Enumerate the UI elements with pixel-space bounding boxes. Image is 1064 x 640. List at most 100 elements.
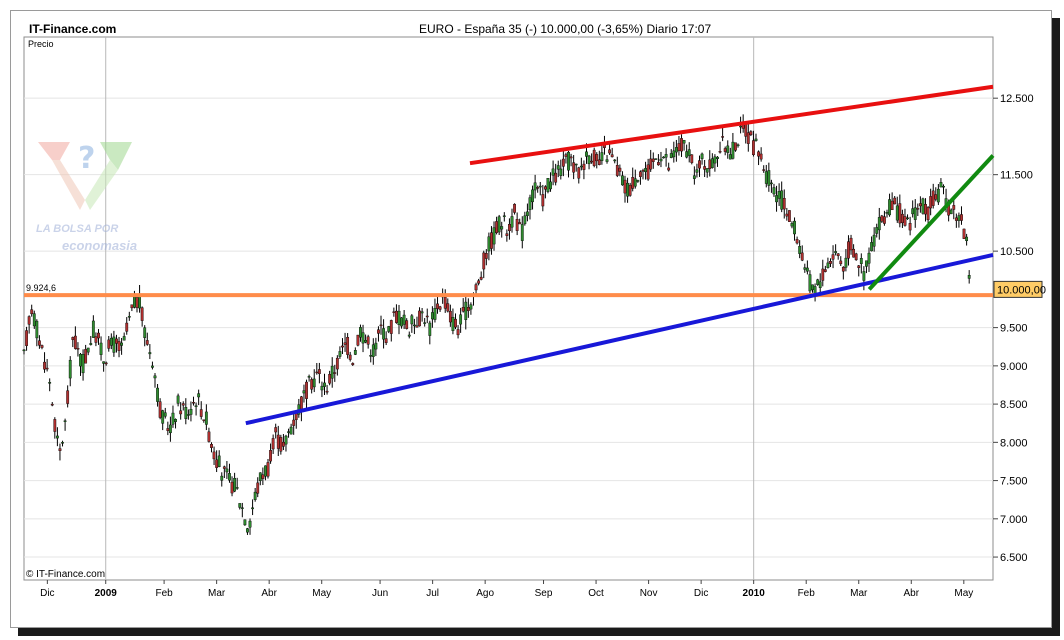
candle-body-up <box>587 155 591 165</box>
candle <box>793 217 796 241</box>
candle-body-up <box>644 168 647 173</box>
candle-body-up <box>235 487 239 489</box>
candle-body-up <box>133 296 136 308</box>
candle-body-down <box>305 381 308 399</box>
candle <box>500 221 504 238</box>
candle <box>161 409 165 431</box>
candle-body-down <box>192 402 195 404</box>
candle <box>238 503 242 510</box>
candle <box>325 384 329 395</box>
candle-body-down <box>107 339 111 349</box>
candle-body-up <box>127 316 131 318</box>
candle <box>151 361 154 370</box>
candle <box>284 434 288 452</box>
candle <box>798 240 802 259</box>
candle-body-up <box>939 182 943 188</box>
candle <box>261 467 265 486</box>
candle-body-down <box>572 162 576 173</box>
candle <box>50 402 54 407</box>
candle-body-up <box>68 359 72 379</box>
candle <box>477 278 481 286</box>
y-tick-label: 7.500 <box>1000 476 1028 488</box>
candle-body-up <box>194 405 198 408</box>
candle-body-up <box>885 212 889 214</box>
candle-body-up <box>579 165 583 168</box>
candle-body-up <box>35 320 39 339</box>
candle-body-up <box>323 382 326 387</box>
candle-body-down <box>839 260 843 265</box>
candle-body-down <box>841 266 845 272</box>
candle-body-up <box>248 520 252 528</box>
chart-header: IT-Finance.com EURO - España 35 (-) 10.0… <box>11 11 1051 37</box>
candle-body-up <box>48 382 52 384</box>
candle-body-up <box>528 197 532 211</box>
candle <box>659 151 663 168</box>
candle <box>572 155 576 180</box>
candle <box>243 519 247 526</box>
candle <box>949 208 953 215</box>
candle <box>518 218 522 225</box>
candle-body-down <box>448 310 452 323</box>
candle-body-down <box>541 194 545 207</box>
candle <box>312 369 316 393</box>
candle-body-up <box>585 151 588 157</box>
candle <box>91 315 95 338</box>
candle <box>58 443 62 461</box>
candle-body-up <box>862 271 866 281</box>
candle-body-down <box>73 335 77 349</box>
candle-body-up <box>559 168 563 176</box>
candle <box>438 305 442 312</box>
candle-body-down <box>202 419 206 421</box>
candle <box>857 265 861 277</box>
candle <box>893 195 897 205</box>
candle-body-up <box>531 189 534 203</box>
candle <box>366 334 370 349</box>
candle-body-up <box>369 354 373 357</box>
candle-body-down <box>310 379 314 390</box>
candle <box>554 163 558 186</box>
candle-body-up <box>197 393 201 398</box>
candle-body-down <box>795 239 799 244</box>
candle-body-up <box>302 390 306 394</box>
candle <box>192 396 195 406</box>
candle-body-down <box>104 362 108 365</box>
candle <box>862 266 866 291</box>
candle-body-down <box>628 184 632 196</box>
candle-body-down <box>348 354 352 360</box>
x-tick-label: Sep <box>535 588 553 599</box>
candle <box>577 166 581 184</box>
candle <box>703 159 707 178</box>
candle-body-up <box>284 435 288 445</box>
candle <box>831 245 835 269</box>
candle-body-up <box>921 198 925 214</box>
candle <box>474 282 478 295</box>
candle-body-down <box>954 217 958 221</box>
candle-body-up <box>942 185 945 188</box>
candle-body-down <box>898 203 902 224</box>
candle <box>667 162 671 172</box>
candle-body-down <box>279 437 283 452</box>
candle <box>867 247 871 272</box>
candle-body-down <box>158 401 162 418</box>
candle <box>140 306 144 327</box>
candle-body-down <box>30 309 34 315</box>
candle <box>505 229 509 242</box>
candle-body-up <box>600 152 604 161</box>
candle <box>179 402 183 420</box>
candle <box>145 332 149 346</box>
candle <box>605 155 609 164</box>
candle <box>359 324 362 342</box>
candle-body-up <box>687 149 691 156</box>
x-tick-label: Feb <box>155 588 173 599</box>
candle-body-up <box>674 147 678 153</box>
candle <box>883 210 886 226</box>
candle <box>320 381 324 398</box>
candle-body-down <box>130 304 134 309</box>
candle-body-up <box>500 226 504 230</box>
candle-body-down <box>903 216 907 226</box>
candle-body-down <box>335 357 339 370</box>
candle <box>713 154 717 172</box>
candle <box>233 472 237 493</box>
candle-body-down <box>479 276 483 280</box>
candle <box>222 465 226 478</box>
